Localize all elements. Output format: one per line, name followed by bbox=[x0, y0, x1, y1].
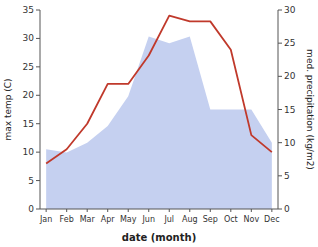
y-tick bbox=[36, 10, 40, 11]
y-tick bbox=[36, 209, 40, 210]
chart: 0 5 10 15 20 25 30 35 0 5 10 15 20 25 30 Jan Feb Mar Apr Ma… bbox=[0, 0, 318, 247]
x-tick-label: Oct bbox=[224, 215, 238, 224]
y-tick-label: 15 bbox=[23, 119, 34, 129]
y-tick-label: 10 bbox=[23, 147, 35, 157]
y-tick-label: 5 bbox=[28, 176, 34, 186]
plot-area bbox=[46, 16, 272, 209]
y2-tick-label: 30 bbox=[284, 5, 296, 15]
x-tick-label: Nov bbox=[244, 215, 260, 224]
y-tick bbox=[36, 123, 40, 124]
y-tick-label: 0 bbox=[28, 204, 34, 214]
x-tick-label: Feb bbox=[60, 215, 74, 224]
y2-tick bbox=[278, 142, 282, 143]
y-tick bbox=[36, 152, 40, 153]
x-tick-label: Apr bbox=[101, 215, 116, 224]
y-tick-label: 30 bbox=[23, 33, 35, 43]
y-tick-label: 25 bbox=[23, 62, 34, 72]
x-tick-label: Dec bbox=[264, 215, 279, 224]
y-axis-line bbox=[40, 10, 41, 209]
y-tick bbox=[36, 180, 40, 181]
x-tick-label: May bbox=[120, 215, 137, 224]
y2-axis-label: med. precipitation (kg/m2) bbox=[305, 49, 315, 170]
x-tick bbox=[87, 209, 88, 212]
y2-tick-label: 15 bbox=[284, 105, 295, 115]
y-tick bbox=[36, 95, 40, 96]
y2-tick-label: 10 bbox=[284, 138, 296, 148]
y2-tick bbox=[278, 175, 282, 176]
y2-tick-label: 20 bbox=[284, 71, 296, 81]
x-tick bbox=[128, 209, 129, 212]
x-tick bbox=[66, 209, 67, 212]
x-tick bbox=[189, 209, 190, 212]
x-tick-label: Jun bbox=[141, 215, 155, 224]
x-tick-label: Jul bbox=[163, 215, 174, 224]
y-tick-label: 20 bbox=[23, 90, 35, 100]
y2-tick bbox=[278, 10, 282, 11]
x-axis-line bbox=[40, 209, 278, 210]
x-tick bbox=[230, 209, 231, 212]
x-tick bbox=[107, 209, 108, 212]
y2-tick-label: 5 bbox=[284, 171, 290, 181]
chart-container: 0 5 10 15 20 25 30 35 0 5 10 15 20 25 30 Jan Feb Mar Apr Ma… bbox=[0, 0, 318, 247]
y-tick bbox=[36, 66, 40, 67]
x-tick bbox=[210, 209, 211, 212]
temperature-line bbox=[46, 16, 272, 164]
y2-tick-label: 25 bbox=[284, 38, 295, 48]
y-axis-label: max temp (C) bbox=[3, 78, 13, 140]
x-tick-label: Jan bbox=[39, 215, 52, 224]
x-tick bbox=[169, 209, 170, 212]
x-tick bbox=[148, 209, 149, 212]
x-tick-label: Aug bbox=[182, 215, 198, 224]
precipitation-area bbox=[46, 37, 272, 209]
x-tick bbox=[271, 209, 272, 212]
y2-tick bbox=[278, 209, 282, 210]
y-tick-label: 35 bbox=[23, 5, 34, 15]
y2-tick bbox=[278, 43, 282, 44]
x-tick bbox=[251, 209, 252, 212]
x-tick-label: Sep bbox=[203, 215, 218, 224]
y-tick bbox=[36, 38, 40, 39]
y2-tick bbox=[278, 76, 282, 77]
x-tick bbox=[46, 209, 47, 212]
x-tick-label: Mar bbox=[80, 215, 96, 224]
y2-tick-label: 0 bbox=[284, 204, 290, 214]
x-axis-label: date (month) bbox=[122, 232, 196, 243]
y2-tick bbox=[278, 109, 282, 110]
